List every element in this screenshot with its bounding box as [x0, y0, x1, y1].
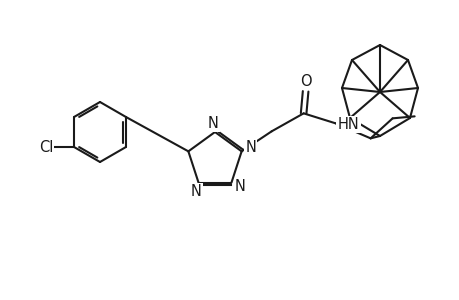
Text: Cl: Cl — [39, 140, 53, 154]
Text: O: O — [299, 74, 311, 89]
Text: N: N — [190, 184, 202, 199]
Text: N: N — [235, 179, 246, 194]
Text: N: N — [207, 116, 218, 130]
Text: HN: HN — [337, 117, 358, 132]
Text: N: N — [245, 140, 256, 155]
